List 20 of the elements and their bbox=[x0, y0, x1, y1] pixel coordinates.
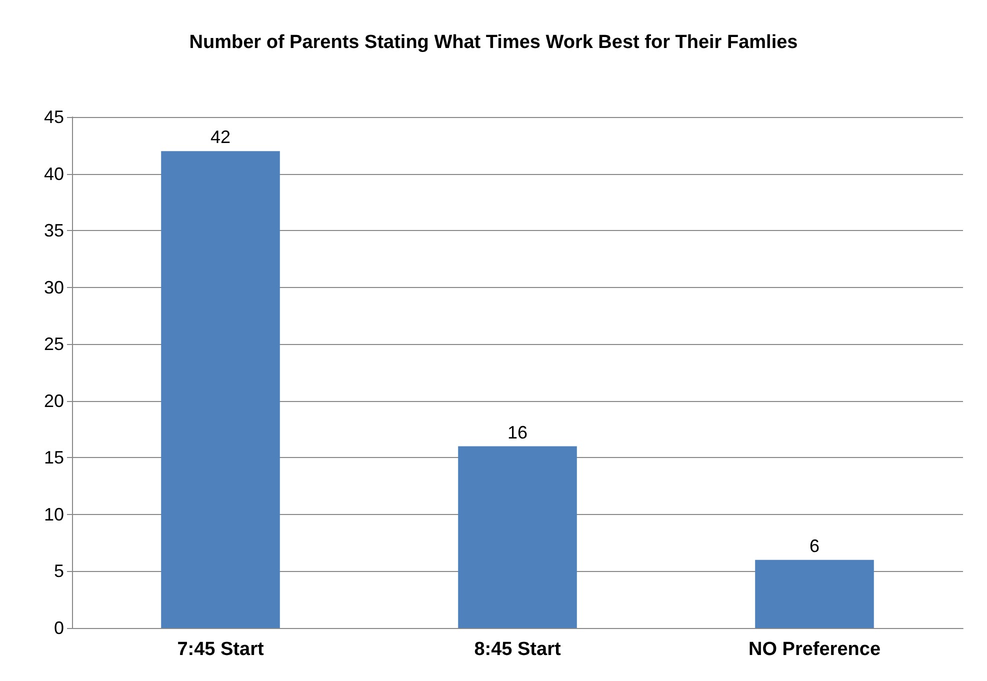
y-tick-label: 0 bbox=[54, 618, 64, 638]
bar bbox=[755, 560, 874, 628]
x-tick-label: 7:45 Start bbox=[177, 639, 264, 660]
y-tick-label: 5 bbox=[54, 561, 64, 582]
data-label: 6 bbox=[809, 536, 820, 556]
y-tick-label: 40 bbox=[44, 164, 64, 184]
y-tick-label: 15 bbox=[44, 448, 64, 468]
y-tick-label: 10 bbox=[44, 504, 64, 524]
data-label: 42 bbox=[210, 127, 231, 148]
x-tick-label: 8:45 Start bbox=[474, 639, 562, 660]
bar bbox=[458, 446, 577, 628]
bar bbox=[161, 151, 280, 628]
y-tick-label: 45 bbox=[44, 107, 64, 127]
y-tick-label: 25 bbox=[44, 334, 64, 354]
y-tick-label: 35 bbox=[44, 220, 64, 241]
chart-title: Number of Parents Stating What Times Work Best for Their Famlies bbox=[189, 32, 798, 53]
y-tick-label: 20 bbox=[44, 390, 64, 411]
y-tick-label: 30 bbox=[44, 277, 64, 298]
x-tick-label: NO Preference bbox=[748, 639, 881, 660]
data-label: 16 bbox=[507, 422, 528, 442]
